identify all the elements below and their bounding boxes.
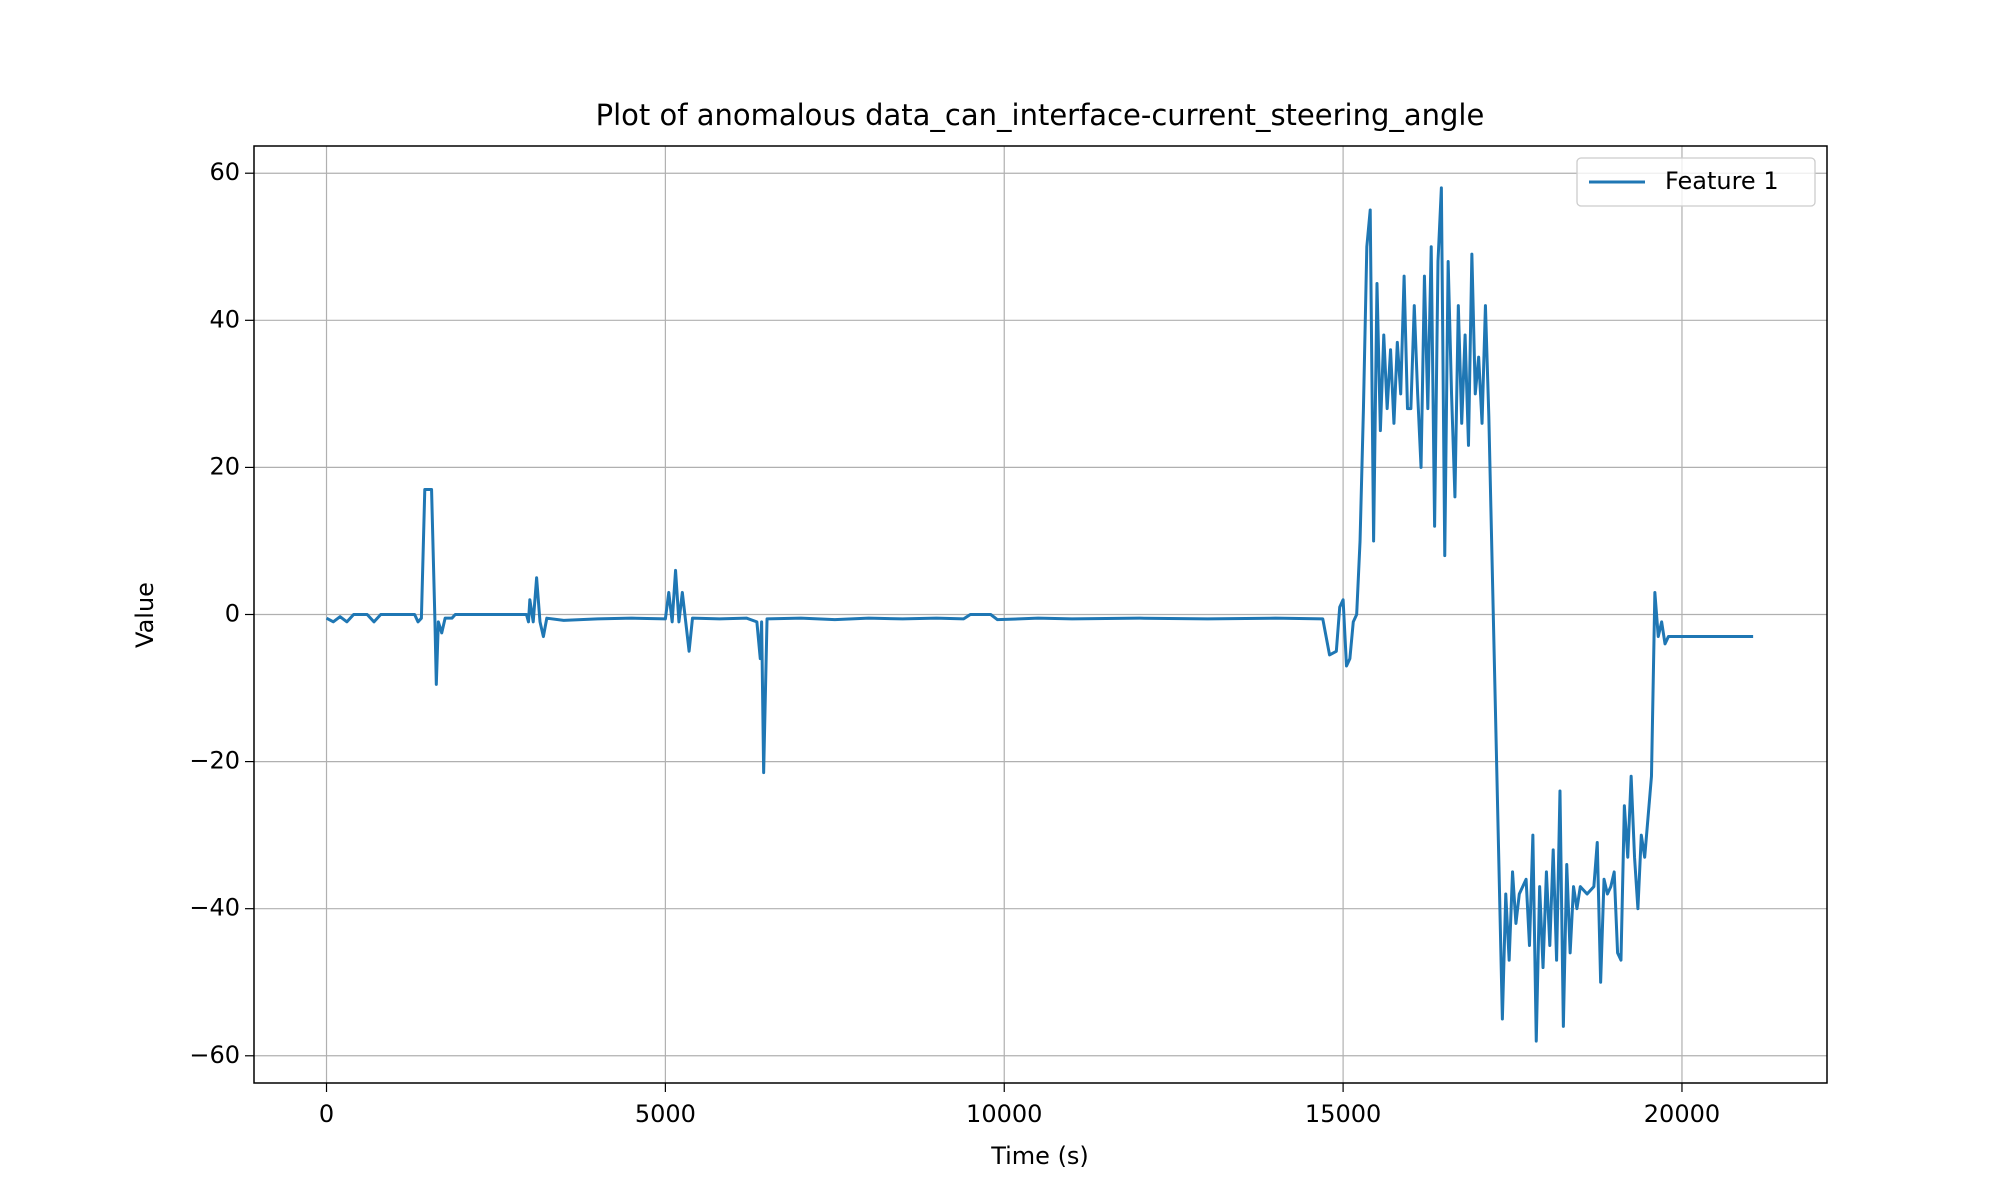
plot-frame <box>253 145 1828 1084</box>
y-tick-label: 20 <box>209 452 240 480</box>
chart-title: Plot of anomalous data_can_interface-cur… <box>596 98 1485 132</box>
legend-box <box>1576 157 1816 207</box>
x-axis-label: Time (s) <box>990 1142 1089 1170</box>
y-tick-label: 60 <box>209 158 240 186</box>
y-tick-label: −60 <box>189 1041 240 1069</box>
data-line <box>325 186 1754 1043</box>
y-tick-label: 40 <box>209 305 240 333</box>
y-axis-label: Value <box>131 582 159 648</box>
y-tick-label: −20 <box>189 747 240 775</box>
x-tick-label: 20000 <box>1644 1100 1720 1128</box>
y-tick-label: −40 <box>189 894 240 922</box>
x-tick-label: 5000 <box>635 1100 696 1128</box>
y-tick-label: 0 <box>225 600 240 628</box>
x-tick-label: 10000 <box>966 1100 1042 1128</box>
x-tick-label: 0 <box>319 1100 334 1128</box>
x-tick-label: 15000 <box>1305 1100 1381 1128</box>
legend-label: Feature 1 <box>1665 167 1779 195</box>
